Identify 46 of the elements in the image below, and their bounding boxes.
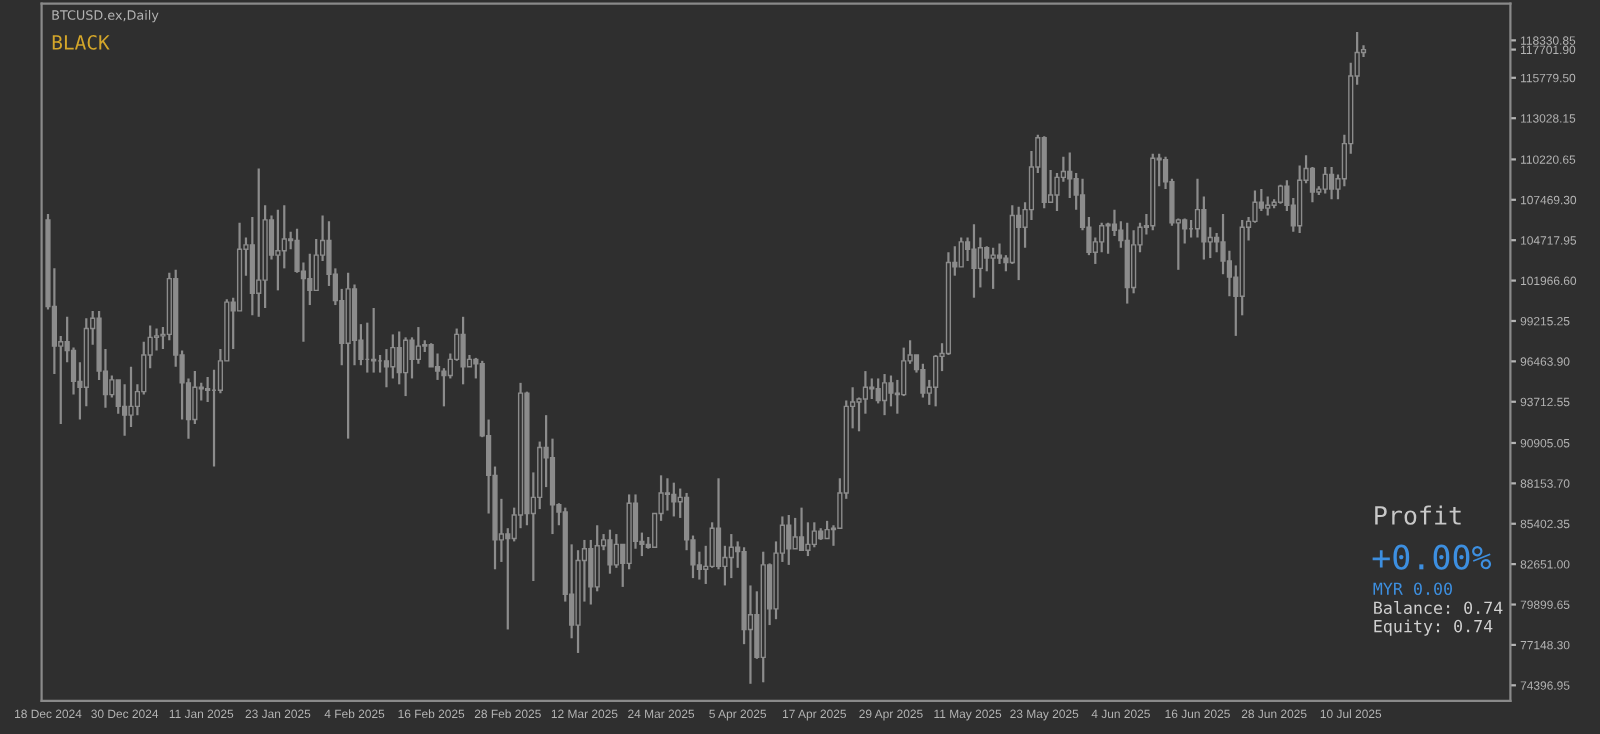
- candlestick: [122, 383, 128, 437]
- candlestick: [728, 532, 734, 580]
- candlestick: [664, 477, 671, 512]
- candlestick: [1194, 177, 1201, 239]
- candlestick: [109, 374, 115, 399]
- candlestick: [671, 481, 677, 518]
- candlestick: [958, 236, 964, 268]
- candlestick: [1131, 229, 1137, 295]
- annotation: MYR 0.00: [1373, 582, 1452, 596]
- candlestick: [811, 521, 817, 549]
- annotation: Equity: 0.74: [1374, 619, 1493, 636]
- candlestick: [415, 325, 421, 365]
- candlestick: [396, 330, 402, 386]
- candlestick: [990, 246, 996, 291]
- candlestick: [607, 528, 613, 575]
- candlestick: [971, 223, 977, 299]
- candlestick: [1124, 221, 1130, 305]
- candlestick: [805, 521, 811, 558]
- candlestick: [798, 506, 805, 552]
- candlestick: [275, 208, 281, 292]
- candlestick: [996, 242, 1003, 266]
- candlestick: [888, 374, 894, 408]
- candlestick: [1265, 195, 1271, 217]
- candlestick: [786, 513, 792, 566]
- candlestick: [256, 167, 262, 318]
- candlestick: [390, 333, 396, 380]
- candlestick: [402, 336, 409, 398]
- candlestick: [383, 347, 390, 389]
- text: BLACK: [52, 35, 110, 50]
- annotation: +0.00%: [1372, 544, 1492, 570]
- candlestick: [1322, 165, 1328, 195]
- candlestick: [460, 315, 466, 386]
- candlestick: [881, 372, 888, 417]
- candlestick: [192, 370, 198, 426]
- candlestick: [1328, 165, 1335, 201]
- candlestick: [792, 516, 798, 550]
- candlestick: [875, 377, 881, 405]
- annotation: Profit: [1375, 505, 1461, 525]
- candlestick: [1016, 205, 1022, 282]
- candlestick: [1105, 221, 1111, 255]
- candlestick: [128, 365, 134, 428]
- annotation: Balance: 0.74: [1374, 601, 1503, 615]
- candlestick: [920, 362, 926, 399]
- candlestick: [862, 370, 869, 415]
- candlestick: [371, 306, 377, 374]
- candlestick: [588, 538, 594, 606]
